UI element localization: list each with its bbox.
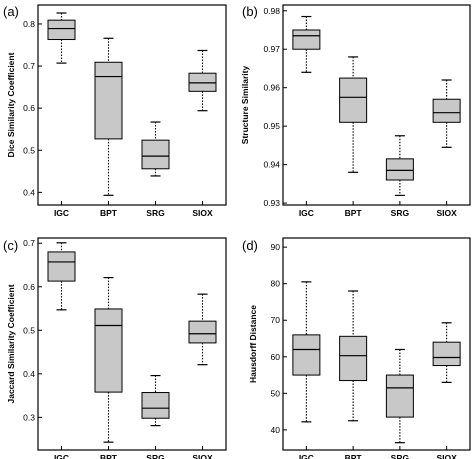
- box-igc: [292, 15, 321, 73]
- y-tick-label: 70: [271, 315, 281, 325]
- y-tick-label: 0.4: [23, 187, 35, 197]
- panel-label: (d): [242, 238, 258, 253]
- panel-c: (c) Jaccard Similarity Coefficient 0.3 0.4 0…: [3, 237, 227, 459]
- iqr-box: [141, 139, 170, 170]
- y-tick-label: 0.97: [263, 44, 280, 54]
- x-category-label: SIOX: [436, 453, 457, 459]
- x-category-label: BPT: [100, 208, 118, 218]
- x-category-label: BPT: [100, 453, 118, 459]
- x-category-label: SRG: [391, 453, 410, 459]
- box-srg: [141, 121, 170, 177]
- x-category-label: SIOX: [192, 453, 213, 459]
- y-tick-label: 0.93: [263, 198, 280, 208]
- panel-d: (d) Hausdorff Distance 40 50 60 70 80 90 IGC BPT S…: [242, 237, 471, 459]
- plot-frame: [37, 237, 227, 451]
- x-category-label: SRG: [146, 208, 165, 218]
- iqr-box: [385, 158, 414, 181]
- iqr-box: [292, 334, 321, 376]
- box-siox: [188, 49, 217, 112]
- y-tick-label: 40: [271, 425, 281, 435]
- y-tick-label: 90: [271, 242, 281, 252]
- y-tick-label: 0.5: [23, 325, 35, 335]
- x-category-label: BPT: [345, 453, 363, 459]
- y-tick-label: 0.94: [263, 160, 280, 170]
- iqr-box: [141, 392, 170, 419]
- iqr-box: [47, 19, 76, 41]
- plot-frame: [37, 4, 227, 206]
- y-tick-label: 0.7: [23, 238, 35, 248]
- x-category-label: IGC: [299, 453, 314, 459]
- y-axis-label: Dice Similarity Coefficient: [6, 52, 16, 157]
- y-tick-label: 0.3: [23, 412, 35, 422]
- y-tick-label: 60: [271, 352, 281, 362]
- panel-b: (b) Structure Similarity 0.93 0.94 0.95 0.96 0…: [240, 4, 471, 218]
- box-bpt: [94, 37, 123, 196]
- iqr-box: [94, 61, 123, 140]
- plot-frame: [282, 4, 471, 206]
- box-srg: [141, 374, 170, 427]
- x-category-label: BPT: [345, 208, 363, 218]
- y-tick-label: 0.6: [23, 103, 35, 113]
- y-tick-label: 0.6: [23, 282, 35, 292]
- box-igc: [47, 242, 76, 311]
- plot-frame: [282, 237, 471, 451]
- box-siox: [432, 322, 461, 383]
- box-bpt: [94, 277, 123, 443]
- y-axis-label: Hausdorff Distance: [248, 305, 258, 383]
- x-category-label: SRG: [146, 453, 165, 459]
- panel-a: (a) Dice Similarity Coefficient 0.4 0.5 0.6 0…: [3, 4, 227, 218]
- box-siox: [188, 293, 217, 366]
- iqr-box: [339, 77, 368, 123]
- iqr-box: [94, 308, 123, 393]
- y-tick-label: 50: [271, 388, 281, 398]
- y-tick-label: 0.8: [23, 19, 35, 29]
- box-bpt: [339, 56, 368, 173]
- y-axis-label: Structure Similarity: [240, 66, 250, 145]
- box-igc: [47, 12, 76, 64]
- iqr-box: [432, 341, 461, 367]
- iqr-box: [339, 335, 368, 382]
- y-tick-label: 80: [271, 279, 281, 289]
- y-tick-label: 0.96: [263, 83, 280, 93]
- x-category-label: SIOX: [436, 208, 457, 218]
- iqr-box: [292, 29, 321, 50]
- y-axis-label: Jaccard Similarity Coefficient: [6, 284, 16, 403]
- iqr-box: [432, 98, 461, 123]
- x-category-label: IGC: [299, 208, 314, 218]
- iqr-box: [188, 320, 217, 344]
- box-igc: [292, 281, 321, 423]
- box-srg: [385, 348, 414, 444]
- box-srg: [385, 135, 414, 196]
- y-tick-label: 0.5: [23, 145, 35, 155]
- iqr-box: [188, 72, 217, 92]
- panel-label: (c): [3, 238, 18, 253]
- x-category-label: SIOX: [192, 208, 213, 218]
- x-category-label: SRG: [391, 208, 410, 218]
- y-tick-label: 0.7: [23, 61, 35, 71]
- panel-label: (b): [242, 4, 258, 19]
- x-category-label: IGC: [54, 208, 69, 218]
- iqr-box: [385, 374, 414, 418]
- panel-label: (a): [3, 4, 19, 19]
- box-bpt: [339, 290, 368, 422]
- y-tick-label: 0.4: [23, 369, 35, 379]
- x-category-label: IGC: [54, 453, 69, 459]
- box-siox: [432, 79, 461, 148]
- y-tick-label: 0.98: [263, 6, 280, 16]
- y-tick-label: 0.95: [263, 121, 280, 131]
- iqr-box: [47, 251, 76, 282]
